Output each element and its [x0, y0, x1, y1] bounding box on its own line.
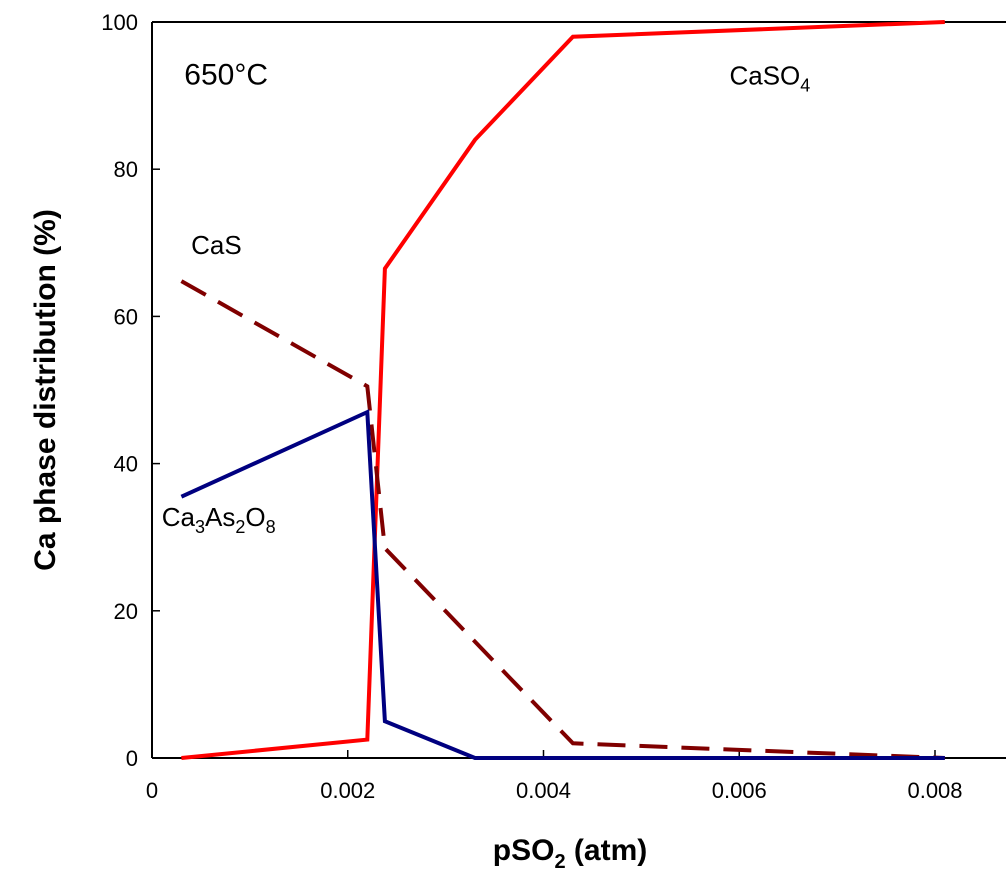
- y-axis-title: Ca phase distribution (%): [29, 209, 62, 571]
- x-tick-label: 0.002: [320, 778, 375, 803]
- annotation-part: 2: [235, 517, 245, 537]
- series-group: [180, 20, 945, 760]
- annotations: 650°C CaSO4 CaS Ca3As2O8: [162, 59, 811, 538]
- annotation-part: 4: [800, 76, 810, 96]
- annotation-part: Ca: [162, 502, 196, 532]
- y-tick-label: 60: [114, 304, 138, 329]
- y-tick-label: 40: [114, 452, 138, 477]
- annotation-part: As: [205, 502, 235, 532]
- y-tick-labels: 0 20 40 60 80 100: [101, 10, 160, 771]
- y-tick-label: 0: [126, 746, 138, 771]
- annotation-part: 3: [195, 517, 205, 537]
- annotation-part: CaSO: [729, 61, 800, 91]
- plot-area: [152, 22, 1006, 758]
- annotation-part: 8: [266, 517, 276, 537]
- x-tick-label: 0.006: [712, 778, 767, 803]
- series-line-blue: [180, 409, 945, 760]
- annotation-caso4: CaSO4: [729, 61, 810, 96]
- y-tick-label: 100: [101, 10, 138, 35]
- x-tick-label: 0.004: [516, 778, 571, 803]
- x-tick-labels: 0 0.002 0.004 0.006 0.008: [146, 750, 963, 803]
- annotation-temperature: 650°C: [184, 59, 268, 92]
- annotation-cas: CaS: [191, 230, 242, 260]
- x-axis-title-unit: (atm): [566, 834, 648, 867]
- x-axis-title: pSO2 (atm): [493, 834, 647, 873]
- x-axis-title-main: pSO: [493, 834, 555, 867]
- y-tick-label: 80: [114, 157, 138, 182]
- annotation-part: 650°C: [184, 59, 268, 92]
- x-axis-title-sub: 2: [554, 851, 565, 873]
- annotation-part: O: [245, 502, 265, 532]
- x-tick-label: 0.008: [907, 778, 962, 803]
- y-tick-label: 20: [114, 599, 138, 624]
- annotation-part: CaS: [191, 230, 242, 260]
- series-line-red: [181, 20, 945, 760]
- annotation-ca3as2o8: Ca3As2O8: [162, 502, 276, 537]
- series-line-dashed: [180, 279, 945, 760]
- x-tick-label: 0: [146, 778, 158, 803]
